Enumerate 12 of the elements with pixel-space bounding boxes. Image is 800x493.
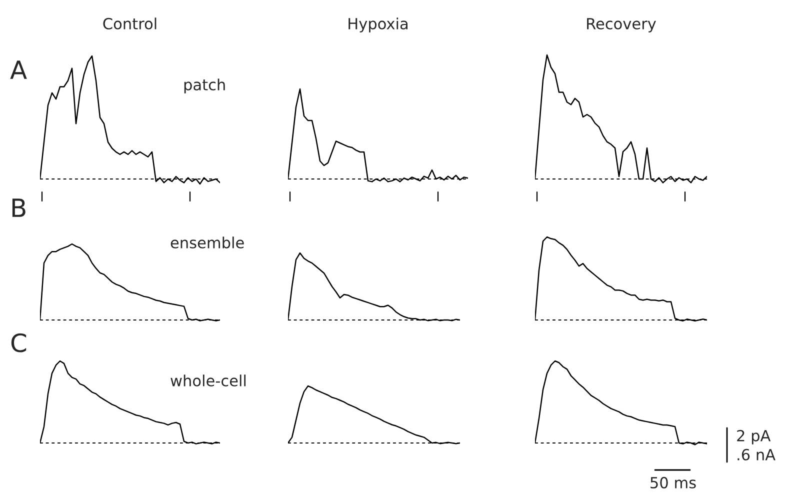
chart-title: Hypoxia [348, 18, 408, 32]
annotation: patch [184, 78, 225, 94]
text: 2 pA [737, 430, 771, 444]
chart-title: Recovery [587, 18, 656, 32]
text: B [12, 198, 26, 217]
chart-title: Control [103, 18, 156, 30]
text: .6 nA [738, 448, 776, 460]
annotation: whole-cell [170, 374, 246, 386]
annotation: ensemble [170, 236, 244, 248]
text: 50 ms [650, 476, 696, 488]
text: A [10, 60, 27, 79]
text: C [11, 333, 26, 352]
